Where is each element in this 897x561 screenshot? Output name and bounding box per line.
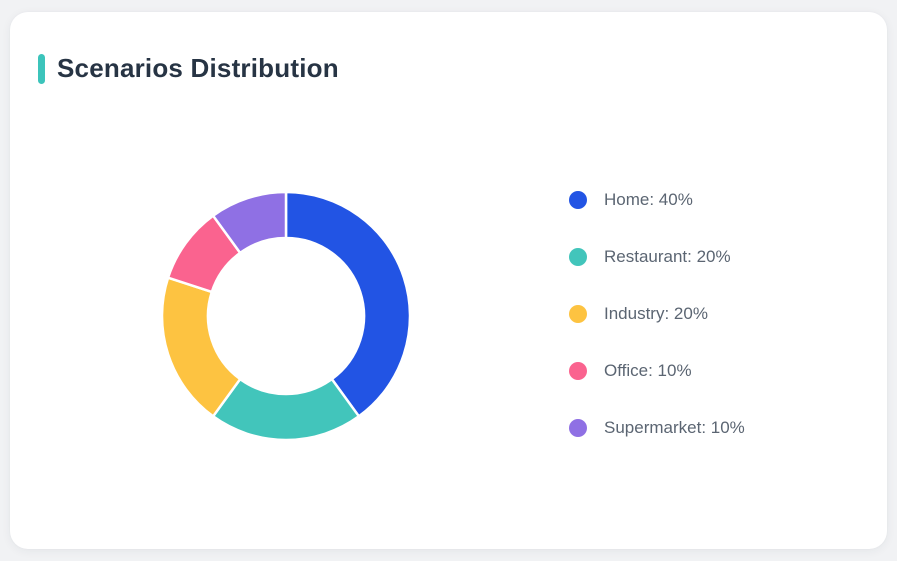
legend-label: Restaurant: 20%	[604, 247, 731, 266]
legend-dot-supermarket	[569, 419, 587, 437]
legend-dot-restaurant	[569, 248, 587, 266]
legend-item-industry[interactable]: Industry: 20%	[569, 304, 745, 324]
card-header: Scenarios Distribution	[38, 53, 339, 84]
legend-item-restaurant[interactable]: Restaurant: 20%	[569, 247, 745, 267]
legend-dot-office	[569, 362, 587, 380]
legend-dot-home	[569, 191, 587, 209]
donut-slice-home[interactable]	[284, 190, 412, 418]
legend-item-supermarket[interactable]: Supermarket: 10%	[569, 418, 745, 438]
donut-chart[interactable]	[156, 186, 416, 446]
legend-item-home[interactable]: Home: 40%	[569, 190, 745, 210]
legend-item-office[interactable]: Office: 10%	[569, 361, 745, 381]
scenarios-distribution-card: Scenarios Distribution Home: 40% Restaura…	[10, 12, 887, 549]
legend-label: Home: 40%	[604, 190, 693, 209]
donut-slice-industry[interactable]	[160, 276, 242, 418]
legend-label: Supermarket: 10%	[604, 418, 745, 437]
donut-slice-supermarket[interactable]	[211, 190, 288, 255]
legend-label: Industry: 20%	[604, 304, 708, 323]
title-accent-bar	[38, 53, 45, 84]
chart-legend: Home: 40% Restaurant: 20% Industry: 20% Off…	[569, 190, 745, 438]
legend-label: Office: 10%	[604, 361, 692, 380]
card-title: Scenarios Distribution	[57, 53, 339, 83]
donut-chart-area: Home: 40% Restaurant: 20% Industry: 20% Off…	[10, 12, 887, 549]
legend-dot-industry	[569, 305, 587, 323]
